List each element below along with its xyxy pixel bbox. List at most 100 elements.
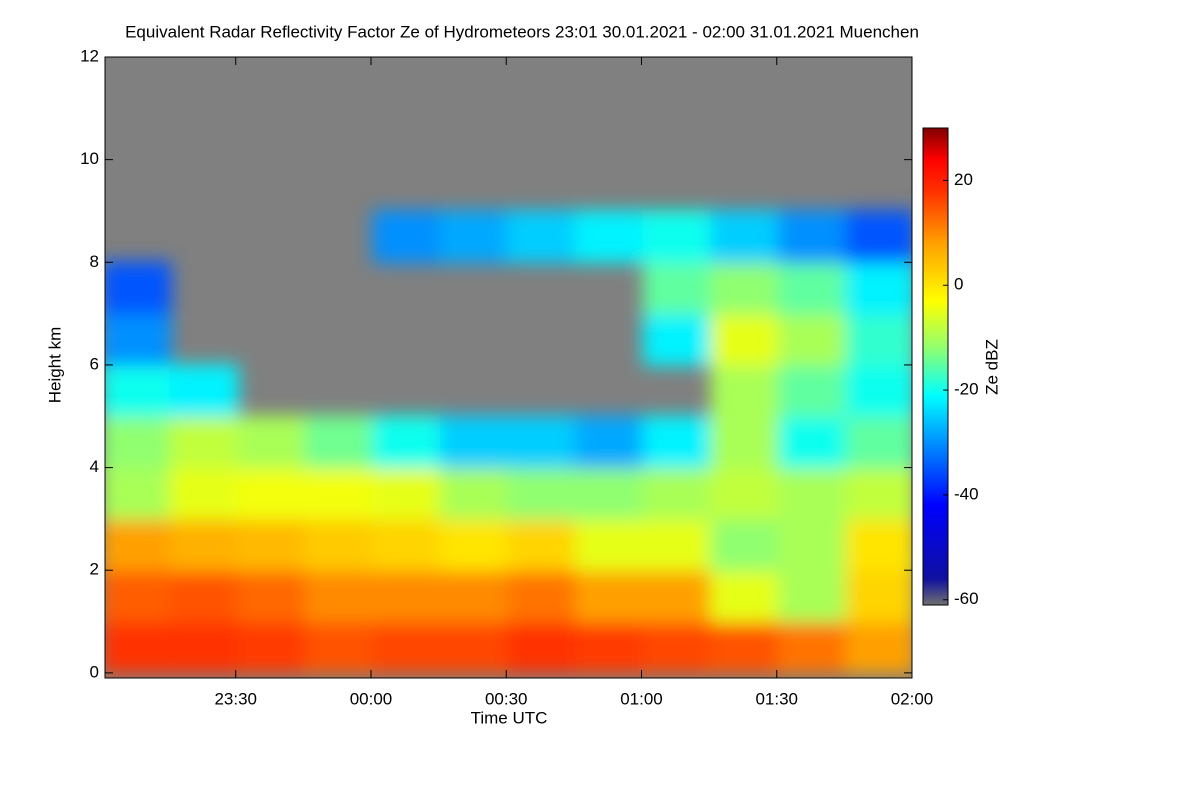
heatmap-cell [845, 261, 912, 315]
heatmap-cell [710, 569, 781, 623]
colorbar-tick-label: -40 [954, 484, 979, 503]
heatmap-cell [642, 517, 713, 572]
heatmap-cell [236, 569, 307, 623]
heatmap-cell [105, 415, 172, 469]
x-tick-label: 23:30 [214, 689, 257, 708]
heatmap-cell [710, 517, 781, 572]
heatmap-cell [439, 620, 510, 674]
heatmap-cell [507, 415, 578, 469]
heatmap-cell [105, 569, 172, 623]
heatmap-cell [642, 209, 713, 264]
heatmap-cell [507, 569, 578, 623]
heatmap-cell [439, 466, 510, 520]
heatmap-cell [372, 209, 442, 264]
heatmap-cell [642, 569, 713, 623]
heatmap-cell [778, 620, 848, 674]
heatmap-cell [507, 209, 578, 264]
heatmap-cell [372, 517, 442, 572]
heatmap [105, 209, 912, 674]
colorbar-label: Ze dBZ [982, 339, 1001, 395]
heatmap-cell [372, 620, 442, 674]
heatmap-cell [710, 363, 781, 418]
heatmap-cell [169, 363, 239, 418]
x-tick-label: 02:00 [891, 689, 934, 708]
heatmap-cell [778, 209, 848, 264]
heatmap-cell [105, 620, 172, 674]
heatmap-cell [439, 517, 510, 572]
heatmap-cell [845, 312, 912, 366]
heatmap-cell [642, 261, 713, 315]
y-axis-label: Height km [45, 327, 64, 404]
heatmap-cell [236, 466, 307, 520]
y-tick-label: 10 [80, 149, 99, 168]
heatmap-cell [372, 466, 442, 520]
heatmap-cell [778, 363, 848, 418]
heatmap-cell [778, 466, 848, 520]
heatmap-cell [372, 415, 442, 469]
heatmap-cell [507, 466, 578, 520]
heatmap-cell [845, 363, 912, 418]
heatmap-cell [710, 312, 781, 366]
x-tick-label: 00:30 [485, 689, 528, 708]
heatmap-cell [507, 517, 578, 572]
heatmap-cell [236, 620, 307, 674]
heatmap-cell [710, 209, 781, 264]
axes: 0 2 4 6 8 10 12 23:30 00:00 00:30 01:00 01:30 02:00 -… [80, 46, 979, 708]
heatmap-cell [778, 415, 848, 469]
heatmap-cell [304, 415, 375, 469]
y-tick-label: 8 [90, 252, 99, 271]
heatmap-cell [845, 620, 912, 674]
colorbar-tick-label: -60 [954, 589, 979, 608]
heatmap-cell [845, 569, 912, 623]
heatmap-cell [642, 466, 713, 520]
heatmap-cell [710, 466, 781, 520]
heatmap-cell [575, 209, 645, 264]
heatmap-cell [169, 415, 239, 469]
heatmap-cell [169, 620, 239, 674]
colorbar-tick-label: -20 [954, 380, 979, 399]
heatmap-cell [778, 261, 848, 315]
heatmap-cell [778, 569, 848, 623]
heatmap-cell [236, 517, 307, 572]
y-tick-label: 6 [90, 354, 99, 373]
heatmap-cell [304, 620, 375, 674]
y-tick-label: 12 [80, 46, 99, 65]
heatmap-cell [105, 261, 172, 315]
heatmap-cell [575, 466, 645, 520]
heatmap-cell [439, 209, 510, 264]
heatmap-cell [575, 569, 645, 623]
chart-title: Equivalent Radar Reflectivity Factor Ze … [125, 22, 919, 41]
heatmap-cell [642, 620, 713, 674]
heatmap-cell [710, 620, 781, 674]
heatmap-cell [845, 209, 912, 264]
heatmap-cell [439, 415, 510, 469]
heatmap-cell [507, 620, 578, 674]
heatmap-cell [845, 466, 912, 520]
heatmap-cell [304, 466, 375, 520]
heatmap-cell [845, 517, 912, 572]
x-tick-label: 00:00 [350, 689, 393, 708]
heatmap-cell [105, 363, 172, 418]
y-tick-label: 0 [90, 662, 99, 681]
heatmap-cell [575, 415, 645, 469]
plot-frame [104, 56, 913, 679]
x-axis-label: Time UTC [471, 708, 548, 727]
heatmap-cell [304, 517, 375, 572]
heatmap-cell [169, 466, 239, 520]
colorbar-tick-label: 20 [954, 170, 973, 189]
heatmap-cell [642, 312, 713, 366]
heatmap-cell [236, 415, 307, 469]
colorbar-tick-label: 0 [954, 275, 963, 294]
y-tick-label: 2 [90, 560, 99, 579]
heatmap-cell [439, 569, 510, 623]
heatmap-cell [710, 415, 781, 469]
x-tick-label: 01:00 [620, 689, 663, 708]
heatmap-cell [304, 569, 375, 623]
heatmap-cell [105, 312, 172, 366]
heatmap-cell [710, 261, 781, 315]
colorbar [922, 127, 949, 606]
heatmap-cell [169, 517, 239, 572]
heatmap-cell [169, 569, 239, 623]
heatmap-cell [778, 312, 848, 366]
